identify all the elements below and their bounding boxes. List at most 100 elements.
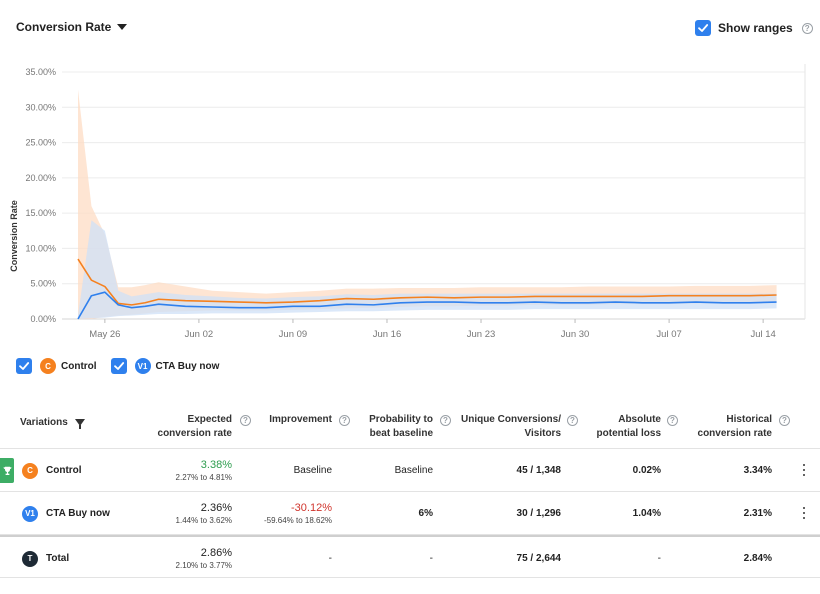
results-table: Variations Expected conversion rate ? Im…: [0, 405, 820, 578]
expected-range: 2.10% to 3.77%: [176, 561, 232, 570]
legend-cta-checkbox[interactable]: [111, 358, 127, 374]
more-options-icon[interactable]: [800, 463, 808, 477]
variation-badge: V1: [135, 358, 151, 374]
header-unique-line2: Visitors: [525, 428, 562, 439]
table-header: Variations Expected conversion rate ? Im…: [0, 405, 820, 449]
table-row-control[interactable]: C Control 3.38% 2.27% to 4.81% Baseline …: [0, 449, 820, 492]
x-tick-label: Jun 30: [561, 329, 590, 340]
abs-loss-value: 1.04%: [633, 508, 661, 519]
variation-name: Control: [46, 465, 82, 476]
header-absolute-line2: potential loss: [597, 428, 661, 439]
header-historical-line2: conversion rate: [698, 428, 772, 439]
metric-dropdown[interactable]: Conversion Rate: [16, 20, 127, 34]
y-tick-label: 30.00%: [25, 102, 56, 112]
legend-control-checkbox[interactable]: [16, 358, 32, 374]
check-icon: [113, 360, 125, 372]
unique-cell: 30 / 1,296: [517, 492, 561, 535]
range-band-control: [78, 90, 777, 319]
x-tick-label: Jun 09: [279, 329, 308, 340]
x-tick-label: Jun 02: [185, 329, 214, 340]
x-tick-label: Jun 23: [467, 329, 496, 340]
historical-value: 2.31%: [744, 508, 772, 519]
header-expected-line1: Expected: [188, 414, 232, 425]
unique-value: 45 / 1,348: [517, 465, 561, 476]
variation-cell: T Total: [22, 537, 69, 580]
chart-range-bands: [78, 90, 777, 319]
probability-cell: -: [430, 537, 433, 580]
x-tick-label: Jul 07: [656, 329, 681, 340]
expected-value: 2.36%: [201, 502, 232, 514]
unique-value: 30 / 1,296: [517, 508, 561, 519]
header-variations[interactable]: Variations: [20, 416, 85, 430]
improvement-cell: -: [329, 537, 332, 580]
header-improvement-label: Improvement: [269, 414, 332, 425]
metric-dropdown-label: Conversion Rate: [16, 20, 111, 34]
historical-cell: 2.84%: [744, 537, 772, 580]
help-icon[interactable]: ?: [440, 415, 451, 426]
header-improvement: Improvement: [269, 413, 332, 427]
legend-label: CTA Buy now: [156, 361, 220, 372]
show-ranges-checkbox[interactable]: [695, 20, 711, 36]
variation-cell: V1 CTA Buy now: [22, 492, 110, 535]
improvement-value: -: [329, 553, 332, 564]
legend-item-cta-buy-now[interactable]: V1 CTA Buy now: [111, 358, 220, 374]
unique-cell: 75 / 2,644: [517, 537, 561, 580]
y-tick-label: 5.00%: [30, 279, 56, 289]
help-icon[interactable]: ?: [567, 415, 578, 426]
variation-badge: V1: [22, 506, 38, 522]
probability-value: Baseline: [395, 465, 433, 476]
variation-badge: C: [40, 358, 56, 374]
unique-cell: 45 / 1,348: [517, 449, 561, 492]
y-axis-label: Conversion Rate: [9, 200, 19, 272]
show-ranges-label: Show ranges: [718, 21, 793, 35]
abs-loss-value: 0.02%: [633, 465, 661, 476]
probability-value: -: [430, 553, 433, 564]
abs-loss-value: -: [658, 553, 661, 564]
conversion-rate-chart: 0.00% 5.00% 10.00% 15.00% 20.00% 25.00% 30.00%…: [0, 56, 820, 352]
historical-cell: 3.34%: [744, 449, 772, 492]
more-options-icon[interactable]: [800, 506, 808, 520]
improvement-value: -30.12%: [291, 502, 332, 514]
help-icon[interactable]: ?: [339, 415, 350, 426]
legend-item-control[interactable]: C Control: [16, 358, 97, 374]
help-icon[interactable]: ?: [667, 415, 678, 426]
probability-cell: 6%: [419, 492, 433, 535]
expected-cell: 2.86% 2.10% to 3.77%: [176, 537, 232, 580]
improvement-cell: Baseline: [294, 449, 332, 492]
variation-badge: C: [22, 463, 38, 479]
chart-header: Conversion Rate Show ranges ?: [0, 0, 820, 56]
x-tick-label: Jun 16: [373, 329, 402, 340]
chart-legend: C Control V1 CTA Buy now: [16, 358, 233, 374]
expected-cell: 3.38% 2.27% to 4.81%: [176, 449, 232, 492]
expected-value: 2.86%: [201, 547, 232, 559]
abs-loss-cell: 1.04%: [633, 492, 661, 535]
table-row-cta-buy-now[interactable]: V1 CTA Buy now 2.36% 1.44% to 3.62% -30.…: [0, 492, 820, 535]
help-icon[interactable]: ?: [802, 23, 813, 34]
expected-range: 2.27% to 4.81%: [176, 473, 232, 482]
y-tick-label: 0.00%: [30, 314, 56, 324]
y-tick-label: 35.00%: [25, 67, 56, 77]
unique-value: 75 / 2,644: [517, 553, 561, 564]
show-ranges-toggle[interactable]: Show ranges ?: [695, 20, 813, 36]
y-tick-label: 25.00%: [25, 138, 56, 148]
improvement-range: -59.64% to 18.62%: [264, 516, 332, 525]
historical-value: 3.34%: [744, 465, 772, 476]
improvement-cell: -30.12% -59.64% to 18.62%: [264, 492, 332, 535]
variation-cell: C Control: [22, 449, 82, 492]
header-probability: Probability to beat baseline: [369, 413, 433, 441]
probability-cell: Baseline: [395, 449, 433, 492]
abs-loss-cell: 0.02%: [633, 449, 661, 492]
variation-name: CTA Buy now: [46, 508, 110, 519]
probability-value: 6%: [419, 508, 433, 519]
y-tick-label: 10.00%: [25, 243, 56, 253]
header-historical: Historical conversion rate: [698, 413, 772, 441]
variation-badge: T: [22, 551, 38, 567]
trophy-icon: [0, 458, 14, 483]
table-row-total: T Total 2.86% 2.10% to 3.77% - - 75 / 2,…: [0, 535, 820, 578]
filter-icon[interactable]: [75, 419, 85, 426]
historical-value: 2.84%: [744, 553, 772, 564]
chart-gridlines: [62, 64, 805, 319]
help-icon[interactable]: ?: [779, 415, 790, 426]
x-tick-label: May 26: [89, 329, 120, 340]
help-icon[interactable]: ?: [240, 415, 251, 426]
